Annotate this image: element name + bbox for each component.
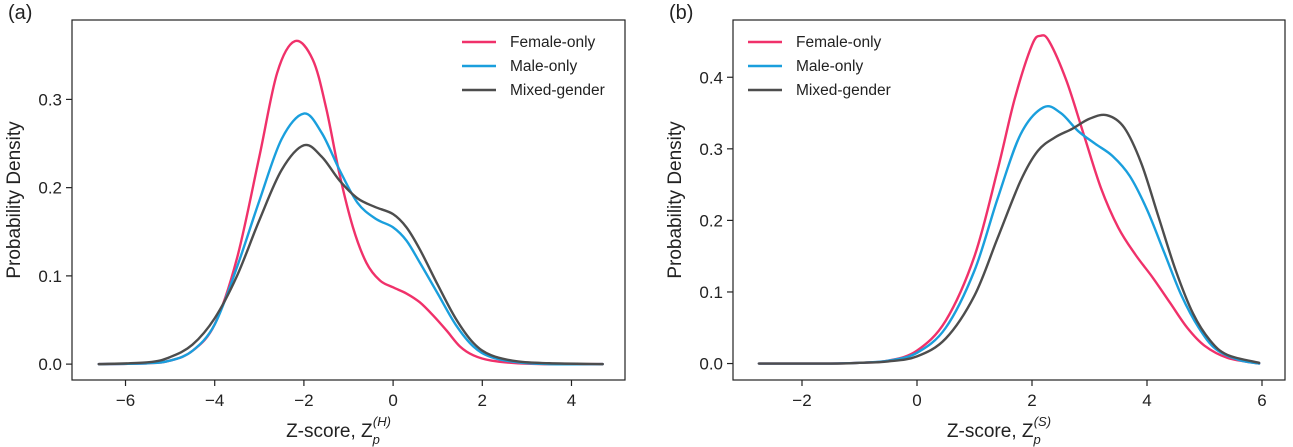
- x-tick-label: −6: [116, 391, 135, 410]
- legend-label: Female-only: [796, 34, 882, 51]
- y-tick-label: 0.3: [38, 90, 62, 109]
- series-line-male-only: [757, 104, 1261, 365]
- plot-frame: [71, 19, 626, 381]
- panel-a: (a) −6 −4 −2 0 2 4 0.0 0.1 0.2 0.3 Z-score, Zp(H) Pr…: [4, 2, 626, 447]
- y-axis-label: Probability Density: [4, 121, 25, 279]
- plot-frame: [732, 19, 1286, 381]
- legend: Female-only Male-only Mixed-gender: [748, 34, 891, 99]
- x-axis-label: Z-score, Zp(H): [286, 414, 391, 447]
- y-tick-label: 0.1: [38, 267, 62, 286]
- x-tick-label: 4: [567, 391, 576, 410]
- y-tick-label: 0.0: [38, 355, 62, 374]
- panel-b: (b) −2 0 2 4 6 0.0 0.1 0.2 0.3 0.4 Z-score, Zp(S) Pr…: [665, 2, 1286, 447]
- y-axis-label: Probability Density: [665, 121, 686, 279]
- x-tick-label: 0: [388, 391, 397, 410]
- panel-label: (a): [8, 2, 32, 24]
- legend-label: Mixed-gender: [796, 82, 891, 99]
- y-tick-label: 0.1: [699, 283, 723, 302]
- panel-label: (b): [669, 2, 693, 24]
- y-tick-label: 0.4: [699, 68, 723, 87]
- y-tick-label: 0.2: [699, 211, 723, 230]
- x-tick-label: 6: [1257, 391, 1266, 410]
- y-tick-label: 0.3: [699, 140, 723, 159]
- x-tick-label: 0: [912, 391, 921, 410]
- legend: Female-only Male-only Mixed-gender: [462, 34, 605, 99]
- x-tick-label: 2: [478, 391, 487, 410]
- x-tick-label: −2: [294, 391, 313, 410]
- x-tick-label: −2: [792, 391, 811, 410]
- y-tick-label: 0.0: [699, 355, 723, 374]
- legend-label: Female-only: [510, 34, 596, 51]
- x-tick-label: −4: [205, 391, 224, 410]
- x-axis-label: Z-score, Zp(S): [947, 414, 1051, 447]
- series-line-mixed-gender: [97, 143, 604, 366]
- series-line-male-only: [97, 112, 604, 366]
- y-tick-label: 0.2: [38, 179, 62, 198]
- series-line-mixed-gender: [757, 113, 1261, 365]
- x-tick-label: 4: [1142, 391, 1151, 410]
- legend-label: Male-only: [510, 58, 577, 75]
- legend-label: Male-only: [796, 58, 863, 75]
- x-tick-label: 2: [1027, 391, 1036, 410]
- legend-label: Mixed-gender: [510, 82, 605, 99]
